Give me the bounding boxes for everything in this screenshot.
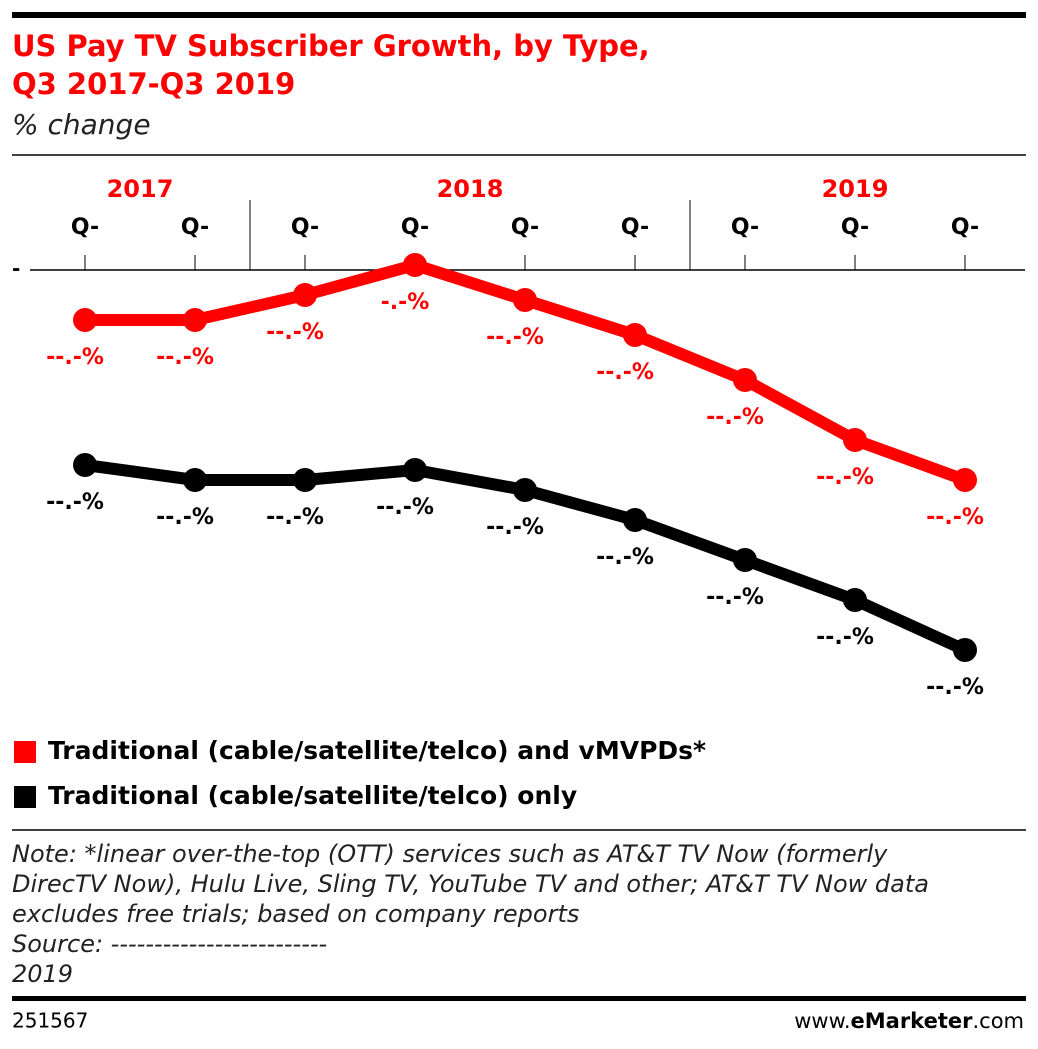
x-tick-label: Q-	[951, 215, 979, 240]
note-line: excludes free trials; based on company r…	[12, 900, 579, 928]
note-line: DirecTV Now), Hulu Live, Sling TV, YouTu…	[12, 870, 929, 898]
data-label: --.-%	[266, 320, 324, 345]
footer-site-part: .com	[972, 1009, 1024, 1033]
year-label: 2017	[107, 175, 174, 203]
year-label: 2018	[437, 175, 504, 203]
data-label: --.-%	[926, 675, 984, 700]
x-tick-label: Q-	[181, 215, 209, 240]
data-point	[623, 508, 647, 532]
x-tick-label: Q-	[401, 215, 429, 240]
data-label: --.-%	[376, 495, 434, 520]
data-point	[513, 478, 537, 502]
top-rule	[12, 12, 1026, 18]
chart-title: Q3 2017-Q3 2019	[12, 67, 295, 101]
footer-site: www.eMarketer.com	[794, 1009, 1024, 1033]
note-line: Source: -------------------------	[12, 930, 327, 958]
data-point	[293, 468, 317, 492]
data-label: --.-%	[486, 515, 544, 540]
data-label: --.-%	[926, 505, 984, 530]
x-tick-label: Q-	[71, 215, 99, 240]
data-point	[953, 638, 977, 662]
data-point	[513, 288, 537, 312]
data-point	[953, 468, 977, 492]
data-label: --.-%	[266, 505, 324, 530]
year-label: 2019	[822, 175, 889, 203]
data-label: --.-%	[706, 405, 764, 430]
data-label: --.-%	[46, 490, 104, 515]
subtitle: % change	[12, 108, 151, 141]
data-point	[843, 588, 867, 612]
x-tick-label: Q-	[511, 215, 539, 240]
footer-site-part: www.	[794, 1009, 850, 1033]
x-tick-label: Q-	[291, 215, 319, 240]
data-point	[183, 468, 207, 492]
data-label: --.-%	[596, 360, 654, 385]
data-label: --.-%	[706, 585, 764, 610]
data-point	[733, 548, 757, 572]
note-line: 2019	[12, 960, 73, 988]
legend-swatch	[14, 786, 36, 808]
bottom-rule	[12, 996, 1026, 1001]
y-tick-label: -	[12, 257, 20, 281]
data-point	[843, 428, 867, 452]
data-point	[403, 458, 427, 482]
data-point	[73, 453, 97, 477]
data-label: -.-%	[381, 290, 430, 315]
x-tick-label: Q-	[731, 215, 759, 240]
chart-title: US Pay TV Subscriber Growth, by Type,	[12, 29, 650, 63]
data-point	[623, 323, 647, 347]
x-tick-label: Q-	[621, 215, 649, 240]
data-point	[403, 253, 427, 277]
data-label: --.-%	[156, 505, 214, 530]
legend-swatch	[14, 741, 36, 763]
data-label: --.-%	[486, 325, 544, 350]
note-line: Note: *linear over-the-top (OTT) service…	[12, 840, 888, 868]
data-point	[733, 368, 757, 392]
chart-id: 251567	[12, 1009, 88, 1033]
data-point	[73, 308, 97, 332]
data-label: --.-%	[596, 545, 654, 570]
data-point	[183, 308, 207, 332]
x-tick-label: Q-	[841, 215, 869, 240]
legend-label: Traditional (cable/satellite/telco) and …	[48, 736, 706, 765]
footer-site-part: eMarketer	[851, 1009, 974, 1033]
data-label: --.-%	[816, 465, 874, 490]
data-point	[293, 283, 317, 307]
data-label: --.-%	[46, 345, 104, 370]
data-label: --.-%	[156, 345, 214, 370]
legend-label: Traditional (cable/satellite/telco) only	[48, 781, 577, 810]
data-label: --.-%	[816, 625, 874, 650]
